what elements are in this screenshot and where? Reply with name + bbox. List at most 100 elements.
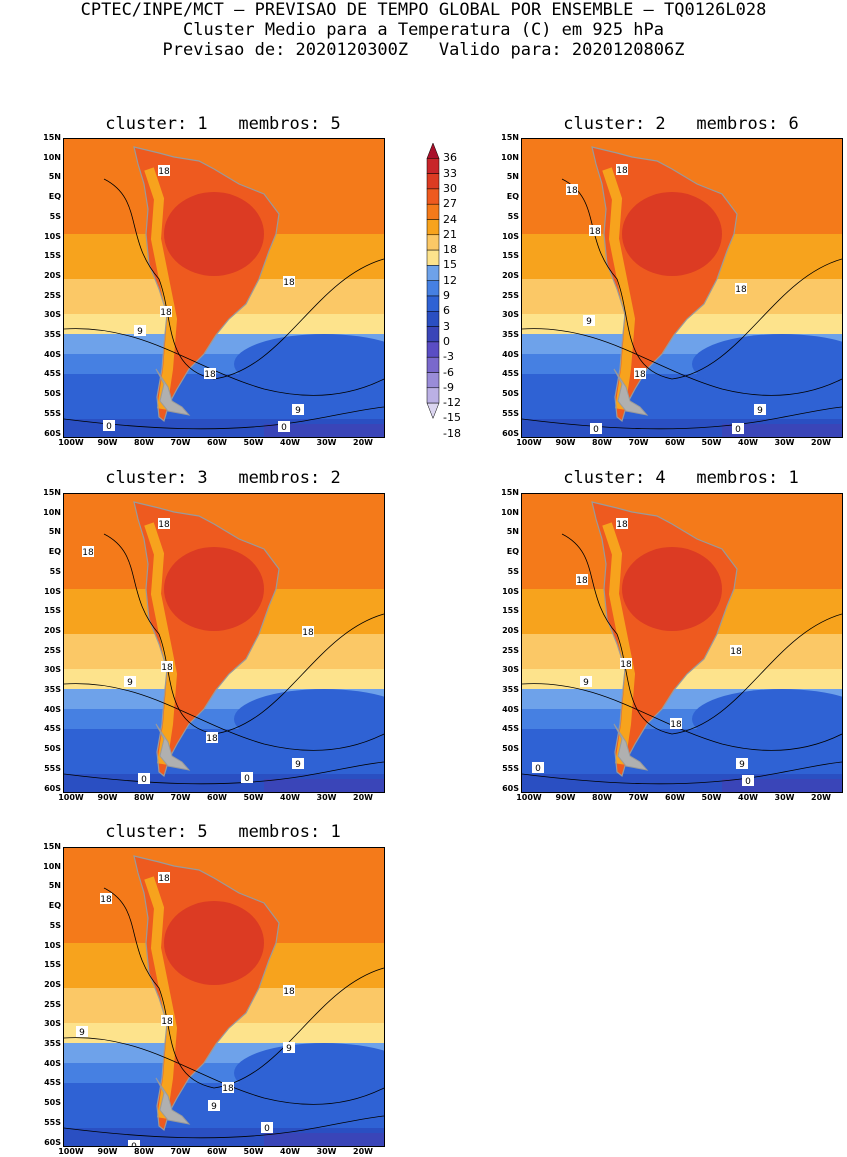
contour-label: 0 (138, 773, 150, 785)
lat-tick-label: 15N (501, 133, 519, 142)
contour-label: 9 (583, 315, 595, 327)
colorbar-swatch (426, 173, 440, 190)
lat-tick-label: 10N (501, 152, 519, 162)
header-line-3: Previsao de: 2020120300Z Valido para: 20… (162, 40, 685, 60)
svg-text:0: 0 (141, 775, 147, 785)
svg-text:9: 9 (295, 760, 301, 770)
contour-label: 9 (292, 758, 304, 770)
lon-tick-label: 90W (97, 438, 118, 447)
colorbar-label: 24 (443, 212, 457, 226)
lat-tick-label: 35S (44, 330, 61, 339)
lat-tick-label: 15N (43, 133, 61, 142)
lat-tick-label: 5N (506, 172, 519, 182)
lon-tick-label: 30W (316, 1147, 337, 1156)
svg-text:0: 0 (745, 777, 751, 787)
lat-tick-label: 20S (44, 270, 61, 280)
lon-tick-label: 100W (516, 793, 542, 802)
lat-tick-label: 30S (44, 310, 61, 320)
lat-tick-label: 25S (502, 645, 519, 655)
lon-tick-label: 30W (774, 438, 795, 447)
contour-label: 18 (283, 985, 295, 997)
contour-label: 18 (158, 872, 170, 884)
lon-tick-label: 70W (628, 793, 649, 802)
svg-text:18: 18 (204, 370, 216, 380)
lat-tick-label: 30S (44, 665, 61, 675)
contour-label: 9 (292, 404, 304, 416)
contour-label: 0 (103, 420, 115, 432)
svg-text:18: 18 (161, 663, 173, 673)
contour-label: 0 (128, 1140, 140, 1146)
contour-label: 9 (208, 1100, 220, 1112)
lon-tick-label: 60W (665, 793, 685, 802)
contour-label: 18 (158, 165, 170, 177)
colorbar-swatch (426, 142, 440, 159)
svg-text:18: 18 (616, 166, 628, 176)
contour-label: 18 (100, 893, 112, 905)
lon-tick-label: 100W (58, 793, 84, 802)
lon-tick-label: 60W (665, 438, 685, 447)
map-panel: 18 18 18 18 18 9 9 0 0 (521, 138, 843, 438)
colorbar-label: 36 (443, 151, 457, 165)
contour-label: 18 (566, 184, 578, 196)
lat-tick-label: EQ (48, 192, 61, 202)
header-line-1: CPTEC/INPE/MCT — PREVISAO DE TEMPO GLOBA… (80, 0, 767, 20)
lat-tick-label: 10N (43, 152, 61, 162)
lat-tick-label: 30S (44, 1019, 61, 1029)
colorbar-label: 30 (443, 181, 457, 195)
colorbar-label: -9 (443, 380, 454, 394)
svg-text:9: 9 (127, 678, 133, 688)
lat-tick-label: 50S (44, 1098, 61, 1108)
lat-tick-label: 20S (502, 270, 519, 280)
contour-label: 18 (589, 225, 601, 237)
contour-label: 18 (206, 732, 218, 744)
colorbar-swatch (426, 203, 440, 220)
lat-tick-label: 35S (502, 330, 519, 339)
lat-tick-label: 10N (501, 507, 519, 517)
colorbar-swatch (426, 249, 440, 266)
lon-tick-label: 50W (701, 793, 722, 802)
svg-text:18: 18 (566, 186, 578, 196)
colorbar-label: 3 (443, 319, 450, 333)
svg-text:18: 18 (616, 520, 628, 530)
lat-tick-label: 15S (44, 606, 61, 616)
lat-tick-label: 5S (49, 920, 61, 930)
lon-tick-label: 80W (592, 438, 612, 447)
colorbar-swatch (426, 234, 440, 251)
lat-tick-label: 15S (44, 251, 61, 261)
contour-label: 9 (124, 676, 136, 688)
svg-text:0: 0 (281, 423, 287, 433)
lat-tick-label: 5N (48, 881, 61, 891)
colorbar-label: -18 (443, 426, 461, 440)
colorbar-swatch (426, 402, 440, 420)
lon-tick-label: 60W (207, 793, 227, 802)
lon-tick-label: 40W (738, 438, 758, 447)
lat-tick-label: 5S (507, 566, 519, 576)
svg-text:9: 9 (211, 1102, 217, 1112)
lon-tick-label: 80W (592, 793, 612, 802)
lon-tick-label: 40W (280, 793, 300, 802)
lat-tick-label: 45S (44, 724, 61, 734)
contour-label: 9 (76, 1026, 88, 1038)
lat-tick-label: 5N (506, 527, 519, 537)
lat-tick-label: 20S (44, 979, 61, 989)
svg-text:18: 18 (161, 1017, 173, 1027)
colorbar-label: -15 (443, 411, 461, 425)
contour-label: 9 (736, 758, 748, 770)
lon-tick-label: 70W (170, 1147, 191, 1156)
svg-text:9: 9 (295, 406, 301, 416)
lon-tick-label: 100W (516, 438, 542, 447)
svg-text:0: 0 (535, 764, 541, 774)
lat-tick-label: 40S (502, 704, 519, 714)
lon-tick-label: 30W (316, 793, 337, 802)
svg-text:18: 18 (735, 285, 747, 295)
header-line-2: Cluster Medio para a Temperatura (C) em … (182, 20, 665, 40)
lat-tick-label: 45S (44, 1078, 61, 1088)
colorbar-swatch (426, 387, 440, 404)
svg-text:18: 18 (670, 720, 682, 730)
lon-tick-label: 80W (134, 438, 154, 447)
lon-tick-label: 90W (97, 1147, 118, 1156)
lat-tick-label: 25S (44, 290, 61, 300)
lon-tick-label: 100W (58, 1147, 84, 1156)
